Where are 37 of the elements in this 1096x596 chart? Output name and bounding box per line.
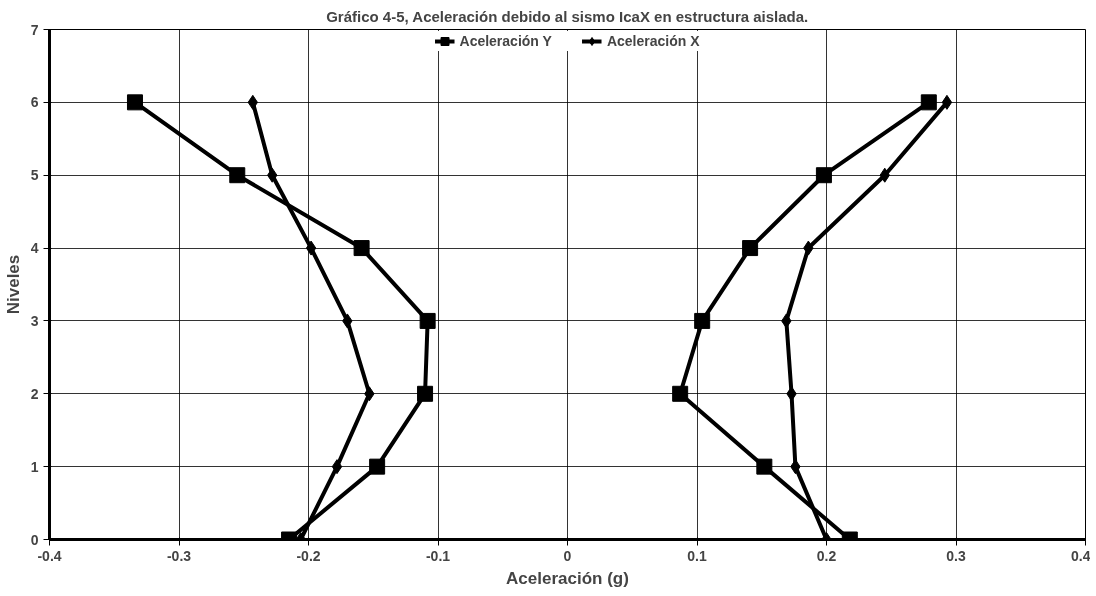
- point: [941, 94, 953, 110]
- y-tick-label: 1: [30, 458, 39, 475]
- point: [305, 240, 317, 256]
- point: [756, 458, 773, 475]
- y-tick-label: 0: [30, 531, 39, 548]
- point: [815, 167, 832, 184]
- x-tick-label: 0: [563, 547, 572, 564]
- x-tick-label: -0.3: [166, 547, 192, 564]
- x-tick-label: -0.4: [37, 547, 62, 564]
- x-tick-label: 0.1: [687, 547, 707, 564]
- y-tick-label: 7: [30, 21, 39, 38]
- point: [694, 312, 711, 329]
- legend-label: Aceleración Y: [459, 33, 552, 49]
- point: [419, 312, 436, 329]
- point: [331, 459, 343, 475]
- y-tick-label: 4: [30, 240, 39, 257]
- legend-label: Aceleración X: [606, 33, 700, 49]
- point: [417, 385, 434, 402]
- x-tick-label: 0.4: [1071, 547, 1091, 564]
- y-tick-label: 5: [30, 167, 39, 184]
- y-tick-label: 6: [30, 94, 39, 111]
- point: [369, 458, 386, 475]
- x-tick-label: -0.1: [425, 547, 451, 564]
- x-tick-label: 0.3: [946, 547, 966, 564]
- point: [126, 94, 143, 111]
- point: [229, 167, 246, 184]
- x-axis-title: Aceleración (g): [506, 568, 629, 588]
- y-tick-label: 2: [30, 385, 39, 402]
- chart-title: Gráfico 4-5, Aceleración debido al sismo IcaX en estructura aislada.: [326, 7, 809, 25]
- point: [353, 240, 370, 257]
- point: [742, 240, 759, 257]
- y-tick-label: 3: [30, 312, 39, 329]
- point: [920, 94, 937, 111]
- x-tick-label: -0.2: [296, 547, 321, 564]
- y-axis-title: Niveles: [3, 254, 23, 315]
- point: [672, 385, 689, 402]
- x-tick-label: 0.2: [816, 547, 837, 564]
